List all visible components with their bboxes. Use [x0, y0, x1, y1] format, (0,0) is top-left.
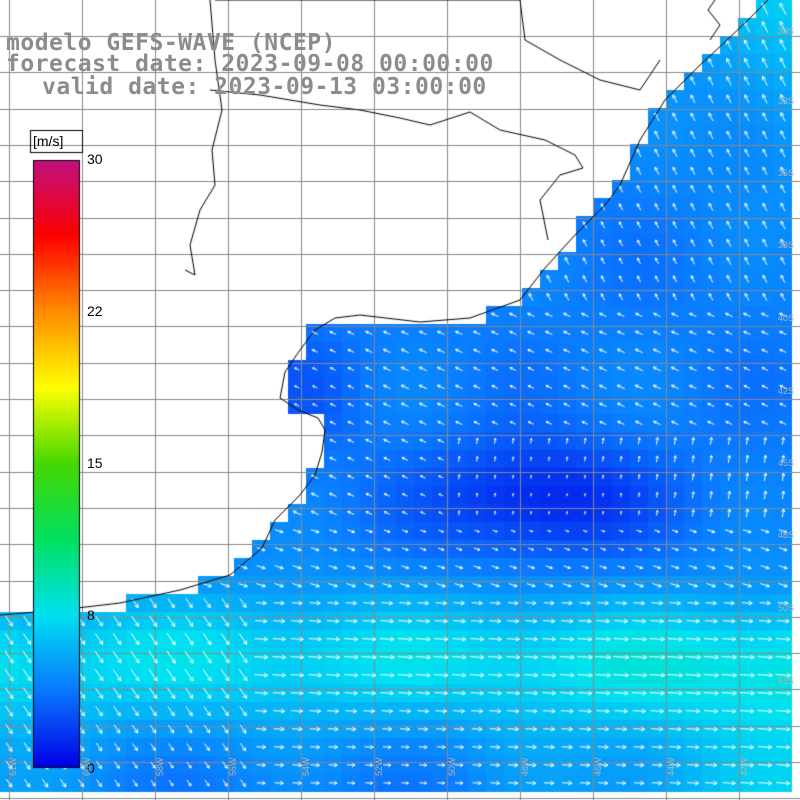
lat-label: 38S [777, 240, 794, 250]
lat-label: 50S [777, 603, 794, 613]
lon-label: 44W [666, 757, 676, 776]
colorbar-tick-15: 15 [87, 455, 103, 471]
lat-label: 33S [777, 96, 794, 106]
lon-label: 58W [155, 757, 165, 776]
lat-label: 48S [777, 530, 794, 540]
lon-label: 52W [374, 757, 384, 776]
lon-label: 42W [739, 757, 749, 776]
lat-label: 42S [777, 386, 794, 396]
lat-label: 30S [777, 26, 794, 36]
colorbar-tick-8: 8 [87, 607, 95, 623]
lat-label: 45S [777, 458, 794, 468]
colorbar-unit: [m/s] [33, 133, 64, 149]
lon-label: 46W [593, 757, 603, 776]
colorbar-tick-30: 30 [87, 151, 103, 167]
lon-label: 60W [82, 757, 92, 776]
lat-label: 40S [777, 313, 794, 323]
forecast-date: forecast date: 2023-09-08 00:00:00 [6, 51, 494, 77]
lon-label: 48W [520, 757, 530, 776]
colorbar-tick-22: 22 [87, 303, 103, 319]
model-title: modelo GEFS-WAVE (NCEP) [6, 30, 336, 56]
colorbar-tick-0: 0 [87, 760, 95, 776]
lat-label: 35S [777, 168, 794, 178]
lat-label: 52S [777, 676, 794, 686]
lon-label: 54W [301, 757, 311, 776]
lon-label: 61W [8, 757, 18, 776]
lon-label: 56W [228, 757, 238, 776]
valid-date: valid date: 2023-09-13 03:00:00 [42, 74, 487, 100]
lon-label: 50W [447, 757, 457, 776]
